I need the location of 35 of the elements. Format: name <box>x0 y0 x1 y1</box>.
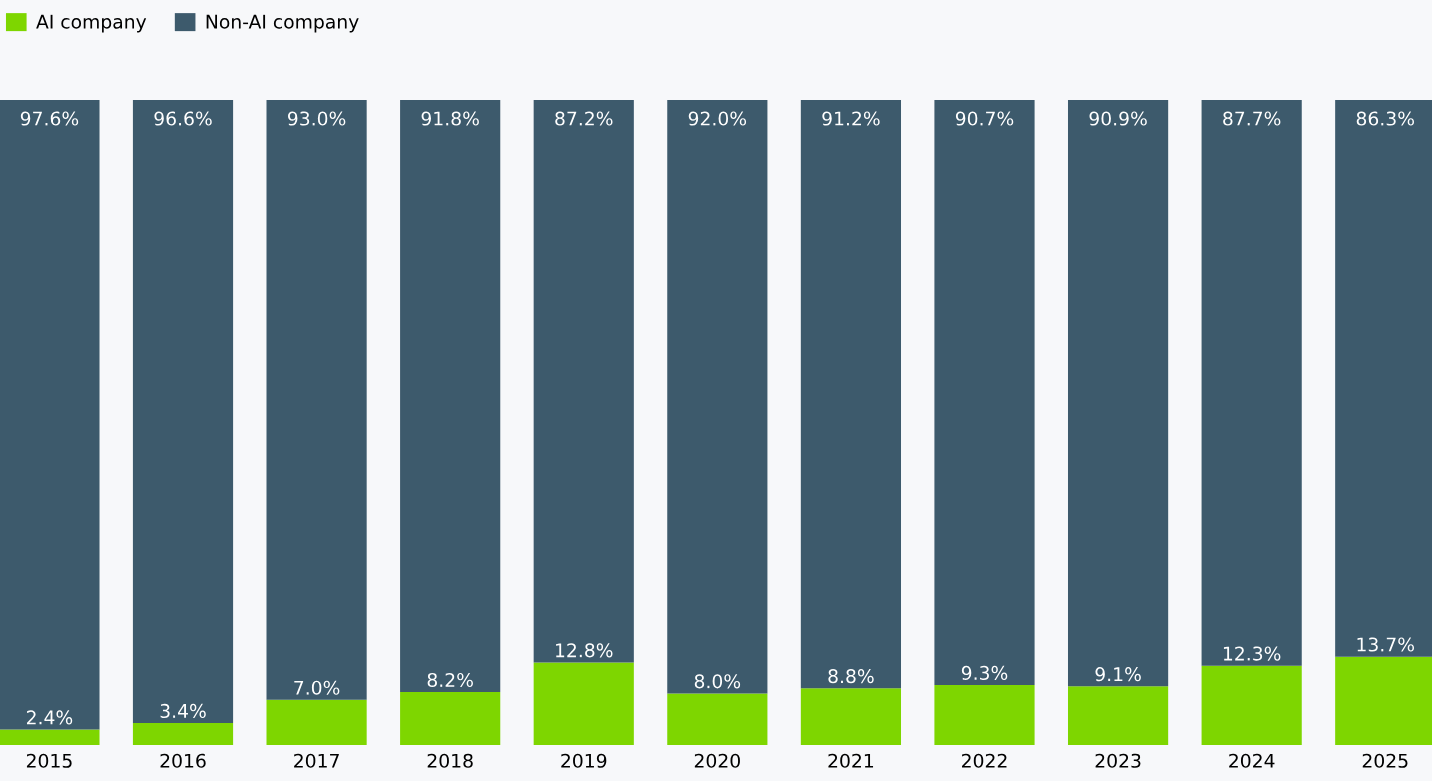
data-label: 2.4% <box>26 710 73 725</box>
data-label: 9.1% <box>1095 667 1141 682</box>
data-label: 12.3% <box>1223 646 1281 661</box>
data-label: 92.0% <box>688 111 747 126</box>
x-tick-label: 2022 <box>962 753 1007 768</box>
x-tick-label: 2019 <box>561 753 607 768</box>
data-label: 87.2% <box>555 111 613 126</box>
data-label: 9.3% <box>961 665 1008 680</box>
data-label: 12.8% <box>556 643 613 658</box>
x-tick-label: 2023 <box>1095 753 1141 768</box>
legend-label: Non-AI company <box>206 14 359 33</box>
x-tick-label: 2018 <box>427 753 473 768</box>
legend-label: AI company <box>36 14 147 33</box>
data-label: 96.6% <box>154 111 212 126</box>
data-label: 97.6% <box>20 111 79 126</box>
data-label: 93.0% <box>287 111 346 126</box>
data-label: 13.7% <box>1357 637 1414 652</box>
x-tick-label: 2020 <box>694 753 740 768</box>
data-label: 7.0% <box>294 680 340 695</box>
data-label: 87.7% <box>1223 111 1281 126</box>
data-label: 3.4% <box>160 703 206 719</box>
data-label: 91.8% <box>421 111 479 126</box>
data-label: 8.8% <box>828 669 874 684</box>
data-label: 8.2% <box>427 672 473 688</box>
x-tick-label: 2021 <box>828 753 874 768</box>
x-tick-label: 2015 <box>26 753 72 768</box>
data-label: 90.9% <box>1089 111 1147 126</box>
data-label: 86.3% <box>1356 111 1414 126</box>
data-label: 90.7% <box>955 111 1014 126</box>
x-tick-label: 2017 <box>294 753 339 768</box>
x-tick-label: 2025 <box>1362 753 1408 768</box>
data-label: 8.0% <box>694 674 741 689</box>
x-tick-label: 2016 <box>160 753 206 768</box>
data-label: 91.2% <box>822 111 880 126</box>
x-tick-label: 2024 <box>1229 753 1275 768</box>
